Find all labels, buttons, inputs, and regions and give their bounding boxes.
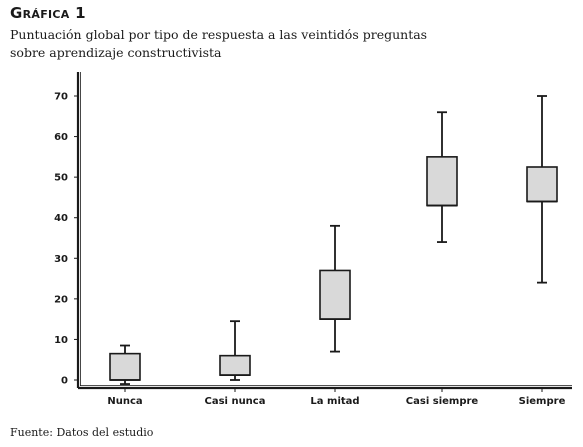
figure-label: Gráfica 1 <box>10 4 86 22</box>
box-casi-nunca <box>219 354 251 376</box>
x-tick-label: Nunca <box>107 396 142 407</box>
x-tick-label: Siempre <box>519 396 566 407</box>
x-tick-label: La mitad <box>310 396 359 407</box>
box-la-mitad <box>319 269 351 320</box>
box-siempre <box>526 166 558 203</box>
figure-source: Fuente: Datos del estudio <box>10 426 154 439</box>
y-tick-label: 50 <box>54 173 68 184</box>
box-nunca <box>109 352 141 381</box>
x-tick-label: Casi nunca <box>205 396 266 407</box>
y-tick-label: 70 <box>54 92 68 103</box>
y-tick-label: 0 <box>61 376 68 387</box>
figure-title: Puntuación global por tipo de respuesta … <box>10 27 428 60</box>
x-tick-label: Casi siempre <box>406 396 479 407</box>
y-tick-label: 10 <box>54 335 68 346</box>
y-tick-label: 40 <box>54 213 68 224</box>
y-tick-label: 20 <box>54 294 68 305</box>
y-tick-label: 60 <box>54 132 68 143</box>
y-tick-label: 30 <box>54 254 68 265</box>
box-casi-siempre <box>426 156 458 207</box>
